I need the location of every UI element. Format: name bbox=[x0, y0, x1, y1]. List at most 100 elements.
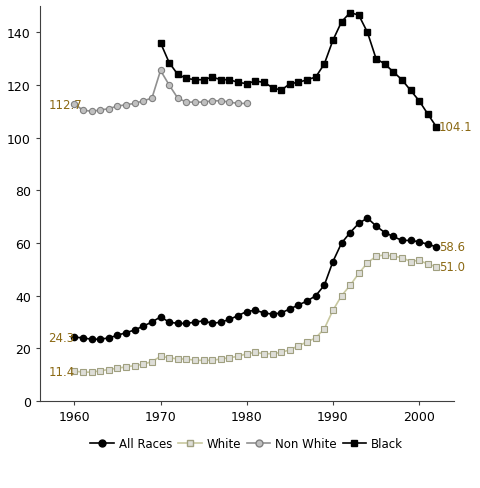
White bbox=[398, 255, 404, 261]
White bbox=[252, 350, 258, 356]
White bbox=[80, 369, 85, 375]
White bbox=[166, 355, 172, 361]
All Races bbox=[415, 239, 421, 245]
Black bbox=[175, 72, 180, 78]
White bbox=[88, 369, 94, 375]
All Races bbox=[407, 238, 412, 244]
Non White bbox=[149, 96, 155, 102]
Non White bbox=[80, 108, 85, 114]
Black bbox=[278, 88, 284, 94]
White bbox=[355, 271, 361, 277]
Black bbox=[261, 80, 266, 86]
Non White bbox=[157, 68, 163, 74]
Non White bbox=[243, 102, 249, 107]
Black bbox=[329, 38, 335, 44]
Black bbox=[226, 78, 232, 83]
Black bbox=[287, 81, 292, 87]
Non White bbox=[226, 100, 232, 106]
Line: Black: Black bbox=[157, 10, 439, 131]
Black bbox=[381, 62, 387, 68]
All Races bbox=[235, 313, 240, 319]
Black bbox=[295, 80, 301, 86]
Black bbox=[407, 88, 412, 94]
Non White bbox=[235, 102, 240, 107]
All Races bbox=[140, 324, 146, 329]
All Races bbox=[338, 241, 344, 246]
All Races bbox=[114, 333, 120, 339]
All Races bbox=[372, 224, 378, 229]
All Races bbox=[381, 230, 387, 236]
White bbox=[114, 366, 120, 371]
White bbox=[226, 355, 232, 361]
All Races bbox=[132, 327, 137, 333]
All Races bbox=[329, 259, 335, 265]
All Races bbox=[390, 234, 396, 240]
Line: White: White bbox=[71, 252, 439, 375]
All Races bbox=[149, 320, 155, 325]
All Races bbox=[321, 283, 326, 288]
White bbox=[140, 362, 146, 367]
Non White bbox=[97, 108, 103, 114]
White bbox=[175, 356, 180, 362]
All Races bbox=[347, 230, 352, 236]
Text: 11.4: 11.4 bbox=[48, 365, 74, 378]
Black bbox=[432, 125, 438, 131]
White bbox=[372, 254, 378, 260]
Non White bbox=[217, 99, 223, 104]
White bbox=[97, 368, 103, 374]
White bbox=[209, 358, 215, 364]
White bbox=[329, 307, 335, 313]
Black bbox=[415, 99, 421, 104]
Black bbox=[312, 75, 318, 81]
Black bbox=[243, 81, 249, 87]
Non White bbox=[72, 102, 77, 108]
Non White bbox=[132, 102, 137, 107]
Legend: All Races, White, Non White, Black: All Races, White, Non White, Black bbox=[85, 432, 407, 455]
All Races bbox=[312, 293, 318, 299]
Non White bbox=[183, 100, 189, 106]
White bbox=[183, 356, 189, 362]
All Races bbox=[72, 334, 77, 340]
Black bbox=[192, 78, 197, 83]
Black bbox=[372, 57, 378, 62]
All Races bbox=[157, 314, 163, 320]
All Races bbox=[88, 337, 94, 343]
White bbox=[432, 264, 438, 270]
All Races bbox=[398, 238, 404, 244]
White bbox=[321, 326, 326, 332]
All Races bbox=[303, 299, 309, 305]
Black bbox=[303, 78, 309, 83]
Text: 104.1: 104.1 bbox=[438, 121, 472, 134]
Non White bbox=[114, 104, 120, 110]
White bbox=[424, 262, 430, 267]
All Races bbox=[261, 310, 266, 316]
Black bbox=[166, 61, 172, 66]
All Races bbox=[278, 310, 284, 316]
All Races bbox=[209, 321, 215, 326]
All Races bbox=[287, 306, 292, 312]
Black bbox=[200, 78, 206, 83]
All Races bbox=[200, 318, 206, 324]
Text: 58.6: 58.6 bbox=[438, 241, 464, 254]
Black bbox=[364, 30, 370, 36]
All Races bbox=[424, 242, 430, 248]
All Races bbox=[432, 244, 438, 250]
Non White bbox=[106, 106, 111, 112]
White bbox=[192, 358, 197, 364]
White bbox=[261, 351, 266, 357]
All Races bbox=[192, 320, 197, 325]
White bbox=[200, 358, 206, 364]
Black bbox=[209, 75, 215, 81]
Black bbox=[252, 79, 258, 85]
All Races bbox=[226, 317, 232, 323]
White bbox=[243, 351, 249, 357]
Black bbox=[321, 62, 326, 68]
All Races bbox=[123, 330, 129, 336]
Non White bbox=[192, 100, 197, 106]
All Races bbox=[364, 216, 370, 222]
Black bbox=[347, 11, 352, 17]
All Races bbox=[106, 335, 111, 341]
Black bbox=[157, 41, 163, 47]
Black bbox=[398, 78, 404, 83]
Black bbox=[217, 78, 223, 83]
